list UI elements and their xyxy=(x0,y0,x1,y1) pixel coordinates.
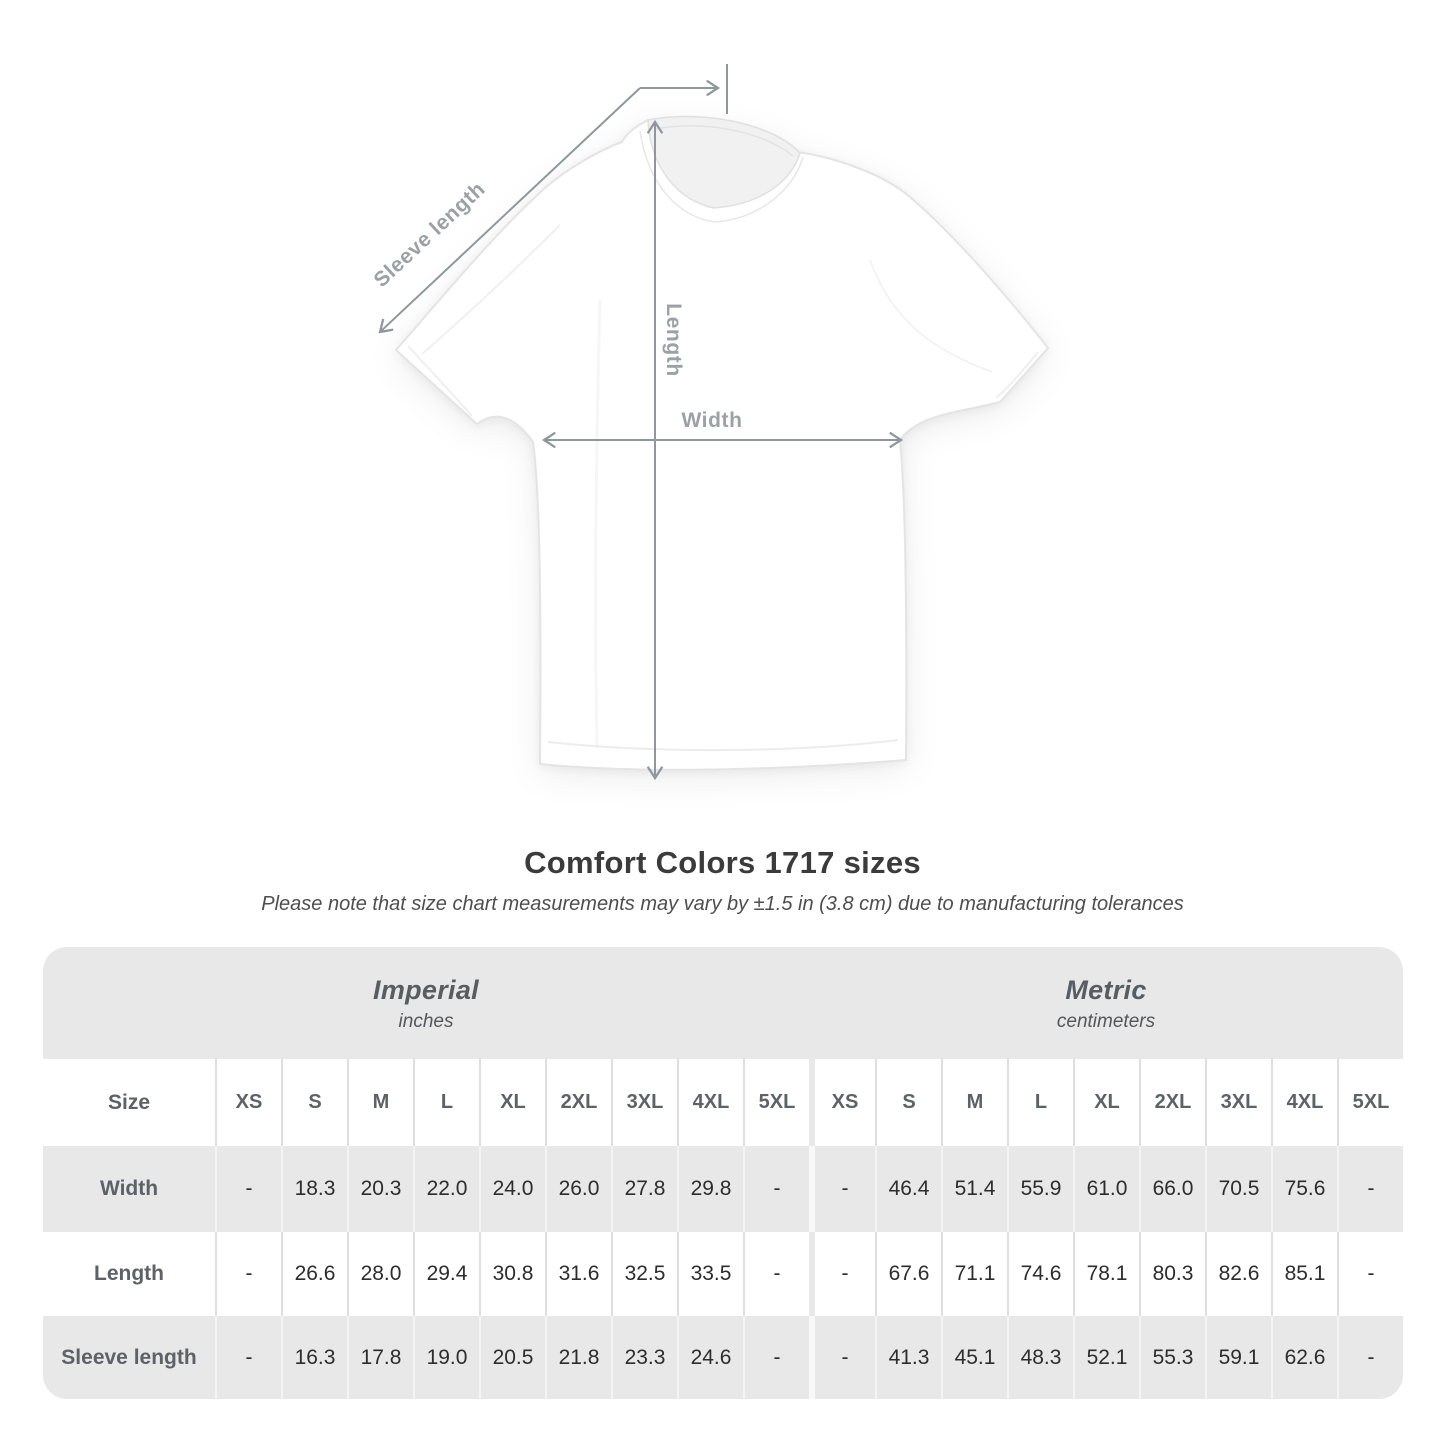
tshirt-graphic xyxy=(378,64,1049,781)
cell-sleeve-length-imperial-3xl: 23.3 xyxy=(611,1316,677,1399)
imperial-label: Imperial xyxy=(373,975,479,1005)
cell-sleeve-length-imperial-5xl: - xyxy=(743,1316,809,1399)
size-table: Imperial inches Metric centimeters Size X… xyxy=(43,947,1403,1399)
cell-width-imperial-s: 18.3 xyxy=(281,1146,347,1232)
imperial-unit-label: inches xyxy=(398,1011,454,1032)
tshirt-collar xyxy=(639,115,804,223)
row-label: Width xyxy=(43,1146,215,1232)
size-col-header-metric-l: L xyxy=(1007,1059,1073,1146)
cell-width-metric-xl: 61.0 xyxy=(1073,1146,1139,1232)
cell-width-imperial-xs: - xyxy=(215,1146,281,1232)
cell-width-metric-l: 55.9 xyxy=(1007,1146,1073,1232)
cell-sleeve-length-metric-m: 45.1 xyxy=(941,1316,1007,1399)
width-label: Width xyxy=(681,409,743,432)
size-col-header-metric-4xl: 4XL xyxy=(1271,1059,1337,1146)
measurement-lines xyxy=(378,64,904,781)
cell-length-imperial-4xl: 33.5 xyxy=(677,1232,743,1316)
imperial-header: Imperial inches xyxy=(43,947,809,1059)
metric-label: Metric xyxy=(1065,975,1147,1005)
cell-sleeve-length-imperial-xs: - xyxy=(215,1316,281,1399)
size-col-header-imperial-2xl: 2XL xyxy=(545,1059,611,1146)
cell-length-imperial-m: 28.0 xyxy=(347,1232,413,1316)
cell-length-metric-3xl: 82.6 xyxy=(1205,1232,1271,1316)
cell-width-imperial-5xl: - xyxy=(743,1146,809,1232)
size-col-header-imperial-l: L xyxy=(413,1059,479,1146)
cell-sleeve-length-metric-l: 48.3 xyxy=(1007,1316,1073,1399)
size-col-header-metric-m: M xyxy=(941,1059,1007,1146)
cell-length-imperial-s: 26.6 xyxy=(281,1232,347,1316)
size-col-header-metric-3xl: 3XL xyxy=(1205,1059,1271,1146)
size-col-header-imperial-5xl: 5XL xyxy=(743,1059,809,1146)
cell-length-imperial-3xl: 32.5 xyxy=(611,1232,677,1316)
cell-width-metric-3xl: 70.5 xyxy=(1205,1146,1271,1232)
size-col-header-metric-xl: XL xyxy=(1073,1059,1139,1146)
cell-length-imperial-5xl: - xyxy=(743,1232,809,1316)
cell-length-metric-s: 67.6 xyxy=(875,1232,941,1316)
cell-sleeve-length-metric-3xl: 59.1 xyxy=(1205,1316,1271,1399)
cell-width-imperial-l: 22.0 xyxy=(413,1146,479,1232)
size-col-header-imperial-3xl: 3XL xyxy=(611,1059,677,1146)
cell-sleeve-length-imperial-xl: 20.5 xyxy=(479,1316,545,1399)
size-col-header-metric-2xl: 2XL xyxy=(1139,1059,1205,1146)
cell-width-imperial-m: 20.3 xyxy=(347,1146,413,1232)
metric-header: Metric centimeters xyxy=(809,947,1403,1059)
cell-sleeve-length-metric-xs: - xyxy=(809,1316,875,1399)
cell-width-imperial-3xl: 27.8 xyxy=(611,1146,677,1232)
cell-width-imperial-4xl: 29.8 xyxy=(677,1146,743,1232)
cell-width-imperial-xl: 24.0 xyxy=(479,1146,545,1232)
size-col-header-imperial-4xl: 4XL xyxy=(677,1059,743,1146)
cell-width-metric-m: 51.4 xyxy=(941,1146,1007,1232)
tolerance-note: Please note that size chart measurements… xyxy=(261,893,1184,915)
cell-length-metric-xs: - xyxy=(809,1232,875,1316)
size-table-grid: Size XS S M L XL 2XL 3XL 4XL 5XL XS S M L XL 2XL 3XL 4XL 5… xyxy=(43,1059,1403,1399)
cell-sleeve-length-metric-xl: 52.1 xyxy=(1073,1316,1139,1399)
unit-header-band: Imperial inches Metric centimeters xyxy=(43,947,1403,1059)
cell-sleeve-length-imperial-2xl: 21.8 xyxy=(545,1316,611,1399)
cell-length-metric-m: 71.1 xyxy=(941,1232,1007,1316)
cell-length-metric-2xl: 80.3 xyxy=(1139,1232,1205,1316)
cell-width-metric-xs: - xyxy=(809,1146,875,1232)
length-label: Length xyxy=(662,303,685,377)
size-col-header-imperial-xl: XL xyxy=(479,1059,545,1146)
cell-width-metric-5xl: - xyxy=(1337,1146,1403,1232)
cell-sleeve-length-metric-2xl: 55.3 xyxy=(1139,1316,1205,1399)
page-title: Comfort Colors 1717 sizes xyxy=(524,845,921,880)
cell-length-metric-5xl: - xyxy=(1337,1232,1403,1316)
metric-unit-label: centimeters xyxy=(1056,1011,1156,1032)
tshirt-fold-lines xyxy=(407,224,1039,752)
cell-width-metric-2xl: 66.0 xyxy=(1139,1146,1205,1232)
cell-sleeve-length-imperial-m: 17.8 xyxy=(347,1316,413,1399)
cell-sleeve-length-metric-4xl: 62.6 xyxy=(1271,1316,1337,1399)
cell-length-imperial-xl: 30.8 xyxy=(479,1232,545,1316)
cell-width-metric-s: 46.4 xyxy=(875,1146,941,1232)
size-col-header-metric-s: S xyxy=(875,1059,941,1146)
row-label: Length xyxy=(43,1232,215,1316)
cell-length-metric-l: 74.6 xyxy=(1007,1232,1073,1316)
size-col-header-imperial-s: S xyxy=(281,1059,347,1146)
size-header-cell: Size xyxy=(43,1059,215,1146)
cell-sleeve-length-imperial-4xl: 24.6 xyxy=(677,1316,743,1399)
cell-sleeve-length-imperial-s: 16.3 xyxy=(281,1316,347,1399)
cell-sleeve-length-metric-5xl: - xyxy=(1337,1316,1403,1399)
cell-sleeve-length-metric-s: 41.3 xyxy=(875,1316,941,1399)
cell-width-imperial-2xl: 26.0 xyxy=(545,1146,611,1232)
size-col-header-metric-xs: XS xyxy=(809,1059,875,1146)
cell-length-metric-xl: 78.1 xyxy=(1073,1232,1139,1316)
cell-length-imperial-l: 29.4 xyxy=(413,1232,479,1316)
size-col-header-imperial-xs: XS xyxy=(215,1059,281,1146)
sleeve-length-arrow xyxy=(378,87,641,334)
cell-length-metric-4xl: 85.1 xyxy=(1271,1232,1337,1316)
size-col-header-metric-5xl: 5XL xyxy=(1337,1059,1403,1146)
tshirt-body xyxy=(395,118,1049,771)
row-label: Sleeve length xyxy=(43,1316,215,1399)
cell-length-imperial-xs: - xyxy=(215,1232,281,1316)
size-col-header-imperial-m: M xyxy=(347,1059,413,1146)
cell-width-metric-4xl: 75.6 xyxy=(1271,1146,1337,1232)
tshirt-measurement-figure: Sleeve length Length Width xyxy=(369,64,1049,781)
cell-sleeve-length-imperial-l: 19.0 xyxy=(413,1316,479,1399)
cell-length-imperial-2xl: 31.6 xyxy=(545,1232,611,1316)
